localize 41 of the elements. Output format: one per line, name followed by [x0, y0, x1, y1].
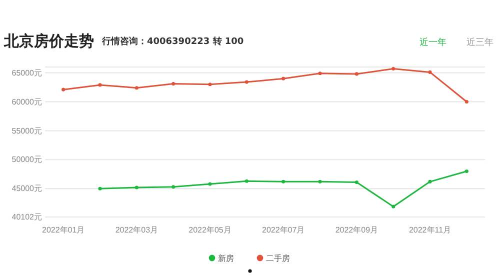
point: [392, 66, 396, 71]
y-tick-label: 60000元: [12, 97, 42, 106]
point: [244, 179, 248, 183]
point: [282, 76, 286, 80]
point: [208, 82, 212, 86]
point: [354, 72, 358, 76]
legend-label: 二手房: [266, 254, 290, 263]
point: [392, 204, 396, 208]
point: [282, 180, 286, 184]
point: [98, 186, 102, 190]
x-tick-label: 2022年05月: [188, 226, 232, 235]
y-tick-label: 65000元: [12, 68, 42, 78]
point: [464, 169, 468, 174]
x-tick-label: 2022年11月: [408, 226, 452, 235]
y-tick-label: 40102元: [12, 212, 42, 222]
point: [172, 185, 176, 189]
x-tick-label: 2022年07月: [262, 226, 305, 235]
text: 近一年: [420, 37, 446, 48]
point: [354, 180, 358, 184]
y-tick-label: 45000元: [12, 184, 42, 194]
point: [134, 186, 138, 190]
x-tick-label: 2022年09月: [335, 226, 378, 235]
chart-subtitle: 行情咨询：4006390223 转 100: [101, 36, 244, 47]
point: [62, 88, 66, 92]
point: [134, 86, 138, 90]
x-tick-label: 2022年01月: [42, 226, 85, 235]
chart-title: 北京房价走势: [3, 32, 94, 50]
point: [428, 180, 432, 184]
x-tick-label: 2022年03月: [115, 226, 158, 235]
y-tick-label: 50000元: [12, 155, 42, 164]
point: [244, 80, 248, 84]
point: [428, 70, 432, 74]
point: [318, 72, 322, 76]
point: [318, 180, 322, 184]
legend-label: 新房: [218, 254, 234, 263]
point: [172, 82, 176, 86]
text: 近三年: [466, 37, 494, 48]
y-tick-label: 55000元: [12, 126, 42, 136]
point: [98, 83, 102, 87]
point: [464, 100, 468, 104]
point: [208, 182, 212, 186]
